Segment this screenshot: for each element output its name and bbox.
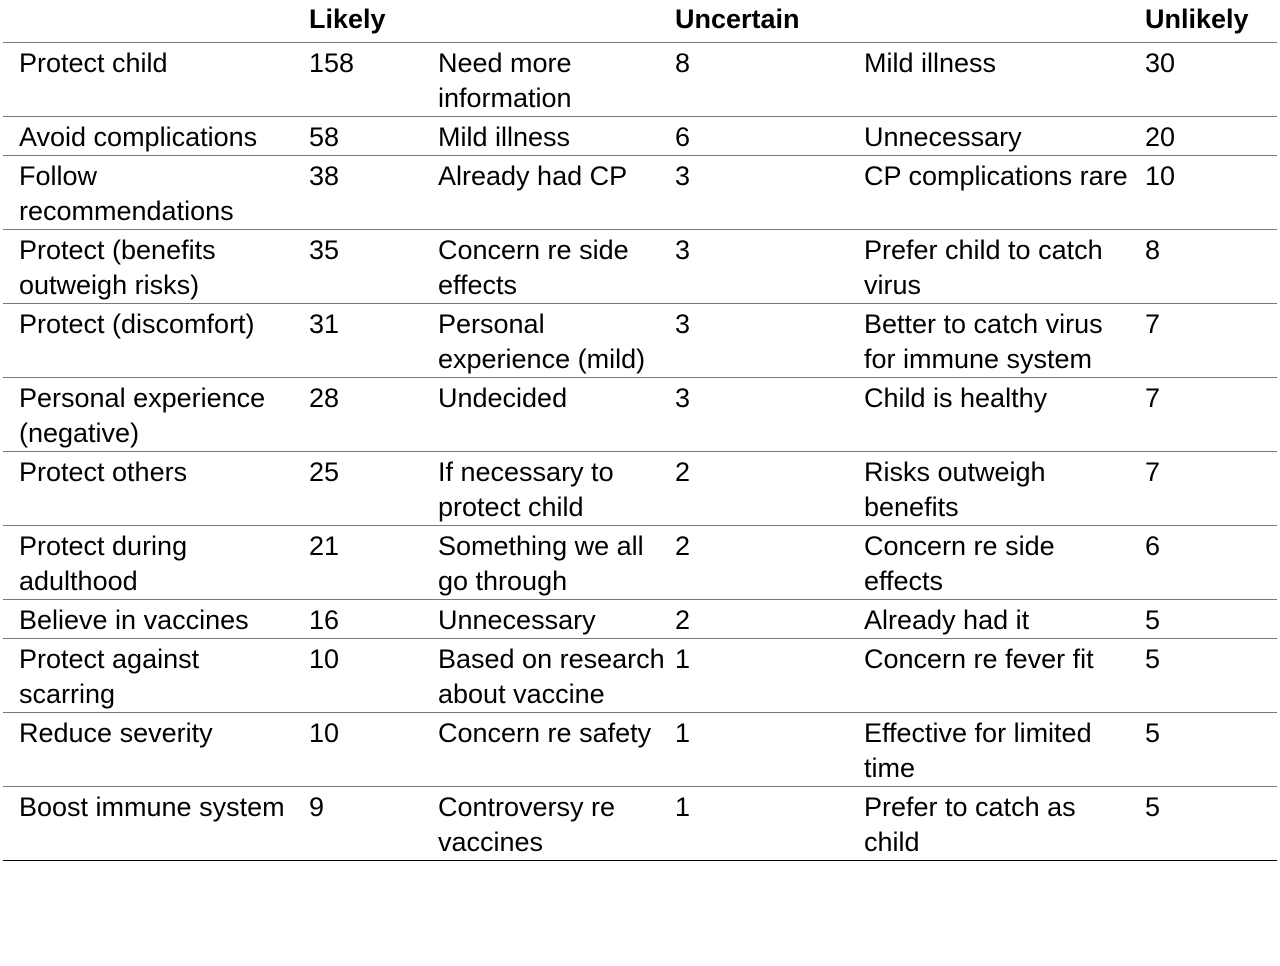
uncertain-count-cell: 3 [671, 302, 848, 377]
table-row: Protect against scarring 10 Based on resea… [3, 637, 1277, 712]
unlikely-count-cell: 5 [1141, 598, 1277, 638]
likely-reason-cell: Reduce severity [3, 711, 305, 786]
likely-reason-cell: Personal experience (negative) [3, 376, 305, 451]
uncertain-reason-cell: Concern re side effects [422, 228, 671, 303]
likely-count-cell: 35 [305, 228, 422, 303]
likely-reason-cell: Protect (discomfort) [3, 302, 305, 377]
uncertain-reason-cell: Need more information [422, 41, 671, 116]
uncertain-count-cell: 3 [671, 228, 848, 303]
uncertain-reason-cell: Undecided [422, 376, 671, 451]
unlikely-reason-cell: Already had it [848, 598, 1141, 638]
likely-count-cell: 16 [305, 598, 422, 638]
unlikely-reason-cell: Effective for limited time [848, 711, 1141, 786]
unlikely-reason-cell: Prefer child to catch virus [848, 228, 1141, 303]
likely-reason-cell: Protect during adulthood [3, 524, 305, 599]
unlikely-count-cell: 7 [1141, 376, 1277, 451]
uncertain-count-cell: 2 [671, 524, 848, 599]
likely-count-cell: 58 [305, 115, 422, 155]
likely-count-cell: 9 [305, 785, 422, 861]
likely-count-cell: 21 [305, 524, 422, 599]
likely-count-cell: 10 [305, 637, 422, 712]
uncertain-reason-cell: Concern re safety [422, 711, 671, 786]
uncertain-count-cell: 1 [671, 711, 848, 786]
likely-reason-cell: Boost immune system [3, 785, 305, 861]
table-row: Protect child 158 Need more information 8 Mi… [3, 41, 1277, 116]
unlikely-reason-cell: CP complications rare [848, 154, 1141, 229]
unlikely-count-cell: 10 [1141, 154, 1277, 229]
unlikely-count-cell: 5 [1141, 711, 1277, 786]
likely-count-cell: 10 [305, 711, 422, 786]
uncertain-reason-cell: Unnecessary [422, 598, 671, 638]
unlikely-reason-cell: Risks outweigh benefits [848, 450, 1141, 525]
unlikely-reason-cell: Better to catch virus for immune system [848, 302, 1141, 377]
table-row: Personal experience (negative) 28 Undecide… [3, 376, 1277, 451]
unlikely-count-cell: 5 [1141, 637, 1277, 712]
uncertain-count-cell: 3 [671, 376, 848, 451]
likely-reason-cell: Protect (benefits outweigh risks) [3, 228, 305, 303]
likely-count-cell: 38 [305, 154, 422, 229]
header-empty-cell [848, 0, 1141, 42]
uncertain-reason-cell: Something we all go through [422, 524, 671, 599]
header-likely: Likely [309, 4, 386, 34]
uncertain-reason-cell: Controversy re vaccines [422, 785, 671, 861]
unlikely-reason-cell: Mild illness [848, 41, 1141, 116]
unlikely-count-cell: 7 [1141, 302, 1277, 377]
unlikely-count-cell: 8 [1141, 228, 1277, 303]
unlikely-reason-cell: Child is healthy [848, 376, 1141, 451]
likely-count-cell: 25 [305, 450, 422, 525]
header-empty-cell [3, 0, 305, 42]
unlikely-reason-cell: Unnecessary [848, 115, 1141, 155]
likely-reason-cell: Protect others [3, 450, 305, 525]
likely-reason-cell: Believe in vaccines [3, 598, 305, 638]
unlikely-count-cell: 30 [1141, 41, 1277, 116]
header-row: Likely Uncertain Unlikely [3, 0, 1277, 42]
uncertain-reason-cell: Mild illness [422, 115, 671, 155]
uncertain-count-cell: 2 [671, 450, 848, 525]
likely-count-cell: 158 [305, 41, 422, 116]
likely-reason-cell: Follow recommendations [3, 154, 305, 229]
uncertain-reason-cell: If necessary to protect child [422, 450, 671, 525]
uncertain-reason-cell: Personal experience (mild) [422, 302, 671, 377]
likely-count-cell: 31 [305, 302, 422, 377]
unlikely-reason-cell: Concern re side effects [848, 524, 1141, 599]
header-empty-cell [422, 0, 671, 42]
unlikely-count-cell: 5 [1141, 785, 1277, 861]
likely-reason-cell: Avoid complications [3, 115, 305, 155]
table-row: Protect others 25 If necessary to protect … [3, 450, 1277, 525]
likely-count-cell: 28 [305, 376, 422, 451]
table-row: Follow recommendations 38 Already had CP 3 C… [3, 154, 1277, 229]
table-row: Protect (benefits outweigh risks) 35 Conce… [3, 228, 1277, 303]
uncertain-count-cell: 8 [671, 41, 848, 116]
table-row: Protect (discomfort) 31 Personal experienc… [3, 302, 1277, 377]
header-uncertain: Uncertain [675, 4, 800, 34]
uncertain-count-cell: 1 [671, 785, 848, 861]
unlikely-reason-cell: Prefer to catch as child [848, 785, 1141, 861]
likely-reason-cell: Protect child [3, 41, 305, 116]
reasons-table: Likely Uncertain Unlikely Protect child 1… [3, 0, 1277, 861]
table-row: Avoid complications 58 Mild illness 6 Unnece… [3, 115, 1277, 155]
unlikely-reason-cell: Concern re fever fit [848, 637, 1141, 712]
uncertain-reason-cell: Based on research about vaccine [422, 637, 671, 712]
table-row: Boost immune system 9 Controversy re vacci… [3, 785, 1277, 861]
unlikely-count-cell: 20 [1141, 115, 1277, 155]
uncertain-count-cell: 1 [671, 637, 848, 712]
uncertain-count-cell: 2 [671, 598, 848, 638]
likely-reason-cell: Protect against scarring [3, 637, 305, 712]
header-unlikely: Unlikely [1145, 4, 1249, 34]
uncertain-count-cell: 3 [671, 154, 848, 229]
table-row: Believe in vaccines 16 Unnecessary 2 Already… [3, 598, 1277, 638]
uncertain-reason-cell: Already had CP [422, 154, 671, 229]
table-row: Protect during adulthood 21 Something we a… [3, 524, 1277, 599]
table-row: Reduce severity 10 Concern re safety 1 Effec… [3, 711, 1277, 786]
unlikely-count-cell: 7 [1141, 450, 1277, 525]
uncertain-count-cell: 6 [671, 115, 848, 155]
unlikely-count-cell: 6 [1141, 524, 1277, 599]
